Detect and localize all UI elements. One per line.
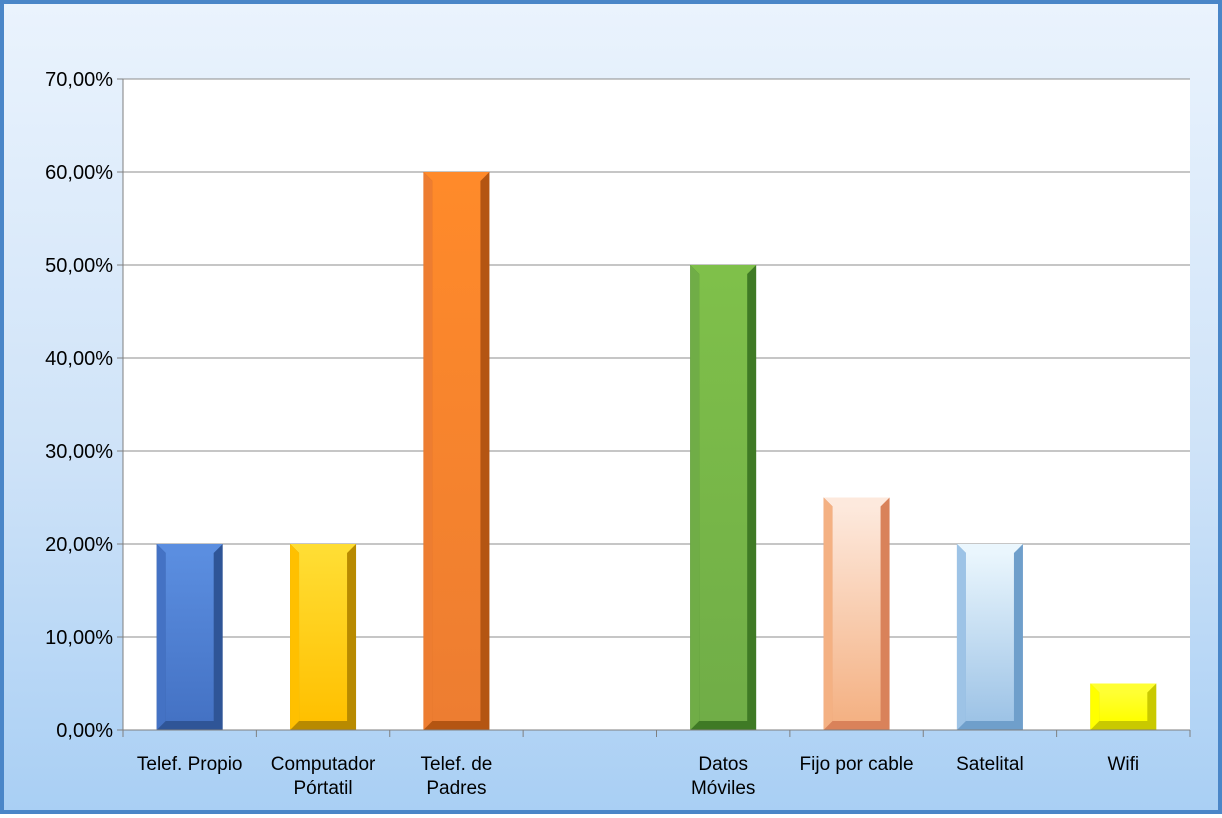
bar: [156, 544, 223, 730]
bar-bevel-top: [690, 265, 757, 274]
bar-bevel-left: [1090, 683, 1100, 730]
bar: [1090, 683, 1157, 730]
bar-face: [299, 553, 348, 721]
bar-face: [832, 506, 881, 721]
bar-bevel-top: [823, 497, 890, 507]
bar-face: [1099, 692, 1148, 721]
x-category-label: Telef. Propio: [137, 754, 243, 775]
x-category-label: Satelital: [956, 754, 1024, 775]
x-category-label: Wifi: [1107, 754, 1139, 775]
y-tick-label: 70,00%: [45, 69, 113, 91]
x-category-label: Fijo por cable: [800, 754, 914, 775]
bar-bevel-top: [423, 172, 490, 181]
plot-area: [123, 79, 1190, 730]
axes: [117, 78, 1191, 737]
bar: [823, 497, 890, 730]
y-tick-label: 10,00%: [45, 627, 113, 649]
bar-bevel-left: [823, 497, 833, 730]
x-category-label: Pórtatil: [293, 778, 352, 799]
y-tick-label: 0,00%: [56, 720, 113, 742]
bar: [423, 172, 490, 730]
bar-face: [965, 553, 1014, 721]
bar-bevel-left: [156, 544, 166, 730]
bar-bevel-left: [690, 265, 700, 730]
x-category-label: Móviles: [691, 778, 755, 799]
bar-bevel-top: [156, 544, 223, 553]
bar: [690, 265, 757, 730]
bar-bevel-left: [423, 172, 433, 730]
bar-bevel-left: [290, 544, 300, 730]
y-tick-label: 50,00%: [45, 255, 113, 277]
x-category-label: Padres: [426, 778, 486, 799]
y-tick-label: 20,00%: [45, 534, 113, 556]
bar-bevel-top: [1090, 683, 1157, 693]
bar: [956, 544, 1023, 730]
y-tick-label: 40,00%: [45, 348, 113, 370]
x-category-label: Computador: [271, 754, 376, 775]
x-category-labels: Telef. Propio Computador Pórtatil Telef. de…: [137, 754, 1139, 799]
y-tick-label: 30,00%: [45, 441, 113, 463]
bar-chart: 0,00% 10,00% 20,00% 30,00% 40,00% 50,00% 60,00…: [45, 69, 1191, 799]
y-tick-label: 60,00%: [45, 162, 113, 184]
y-tick-labels: 0,00% 10,00% 20,00% 30,00% 40,00% 50,00% 60,00…: [45, 69, 113, 742]
bar-bevel-top: [290, 544, 357, 553]
bars: [156, 172, 1157, 730]
bar-face: [165, 553, 214, 721]
x-category-label: Telef. de: [421, 754, 493, 775]
bar-bevel-left: [956, 544, 966, 730]
bar-face: [699, 274, 748, 721]
bar-bevel-top: [956, 544, 1023, 553]
bar-face: [432, 181, 481, 721]
bar: [290, 544, 357, 730]
x-category-label: Datos: [698, 754, 748, 775]
